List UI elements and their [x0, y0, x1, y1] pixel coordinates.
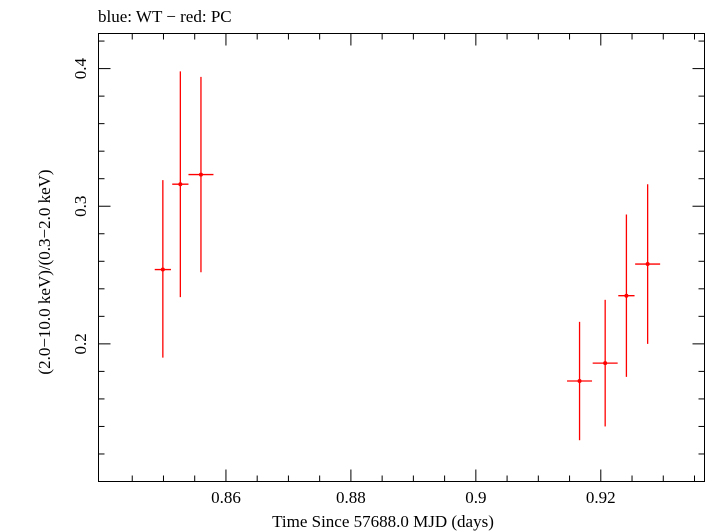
data-marker: [624, 293, 629, 298]
plot-frame: [98, 33, 705, 482]
data-point: [592, 299, 618, 427]
data-marker: [178, 182, 183, 187]
data-point: [567, 321, 593, 441]
x-tick-labels: 0.86 0.88 0.9 0.92: [211, 488, 616, 507]
x-axis-label: Time Since 57688.0 MJD (days): [272, 512, 494, 531]
data-marker: [198, 172, 203, 177]
data-series: [154, 71, 661, 441]
x-tick-label: 0.9: [465, 488, 486, 507]
data-point: [172, 71, 189, 298]
data-marker: [160, 267, 165, 272]
y-tick-labels: 0.2 0.3 0.4: [71, 57, 90, 354]
data-marker: [577, 379, 582, 384]
data-marker: [645, 262, 650, 267]
data-point: [188, 76, 214, 273]
y-tick-label: 0.3: [71, 196, 90, 217]
chart-title: blue: WT − red: PC: [98, 7, 232, 26]
data-point: [618, 214, 635, 377]
x-tick-label: 0.86: [211, 488, 241, 507]
x-tick-label: 0.92: [586, 488, 616, 507]
y-axis-label: (2.0−10.0 keV)/(0.3−2.0 keV): [35, 169, 54, 374]
y-tick-label: 0.4: [71, 57, 90, 79]
data-point: [154, 180, 171, 358]
y-tick-label: 0.2: [71, 333, 90, 354]
data-marker: [603, 361, 608, 366]
axis-ticks: [98, 33, 705, 482]
data-point: [635, 184, 661, 344]
x-tick-label: 0.88: [336, 488, 366, 507]
